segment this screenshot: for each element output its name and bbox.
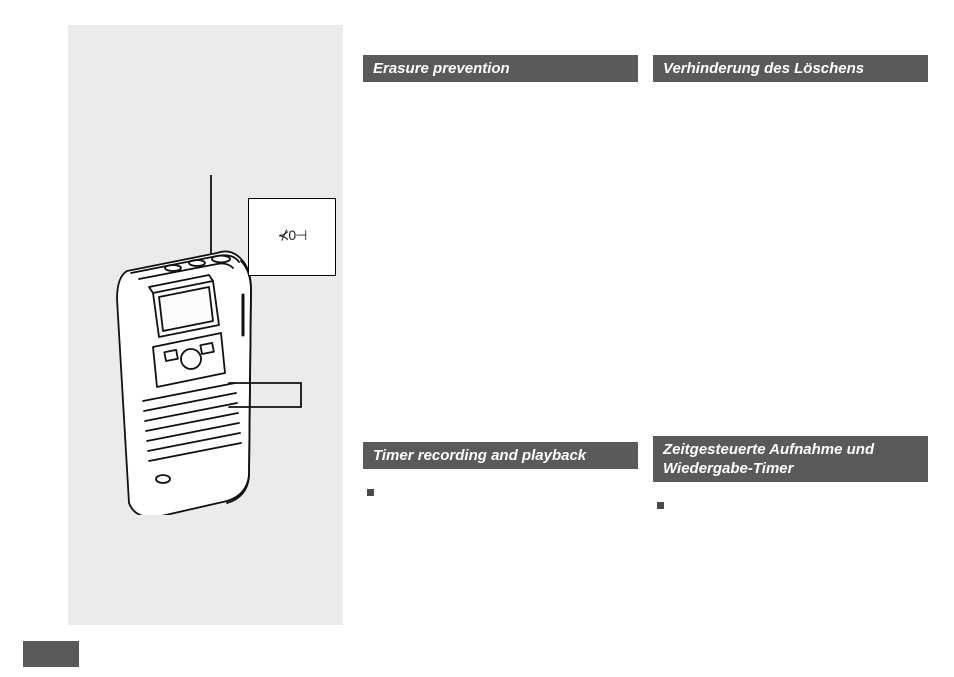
device-illustration: ⊀0⊣ (93, 175, 343, 515)
lcd-callout: ⊀0⊣ (248, 198, 336, 276)
column-german: Verhinderung des Löschens Zeitgesteuerte… (653, 55, 928, 509)
body-gap-de-1 (653, 92, 928, 436)
bullet-row-de (653, 492, 928, 509)
bullet-row-en (363, 479, 638, 496)
section-heading-verhinderung: Verhinderung des Löschens (653, 55, 928, 82)
page-number-tab (23, 641, 79, 667)
body-gap-en-1 (363, 92, 638, 442)
column-english: Erasure prevention Timer recording and p… (363, 55, 638, 496)
section-heading-timer-recording: Timer recording and playback (363, 442, 638, 469)
section-heading-zeitgesteuerte: Zeitgesteuerte Aufnahme und Wiedergabe-T… (653, 436, 928, 482)
square-bullet-icon (657, 502, 664, 509)
lcd-indicator-icon: ⊀0⊣ (278, 227, 307, 244)
section-heading-erasure-prevention: Erasure prevention (363, 55, 638, 82)
manual-page: ⊀0⊣ Erasure prevention Timer recording a… (0, 0, 954, 677)
illustration-panel: ⊀0⊣ (68, 25, 343, 625)
square-bullet-icon (367, 489, 374, 496)
